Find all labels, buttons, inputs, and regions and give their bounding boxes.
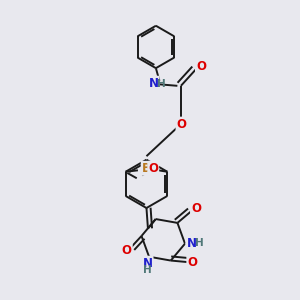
Text: O: O: [191, 202, 201, 215]
Text: N: N: [187, 237, 196, 250]
Text: O: O: [196, 60, 206, 73]
Text: H: H: [143, 265, 152, 275]
Text: O: O: [122, 244, 132, 257]
Text: O: O: [148, 162, 158, 175]
Text: O: O: [176, 118, 187, 130]
Text: N: N: [142, 257, 153, 270]
Text: N: N: [148, 77, 158, 90]
Text: H: H: [157, 79, 166, 89]
Text: Br: Br: [142, 162, 157, 175]
Text: O: O: [187, 256, 197, 268]
Text: H: H: [195, 238, 204, 248]
